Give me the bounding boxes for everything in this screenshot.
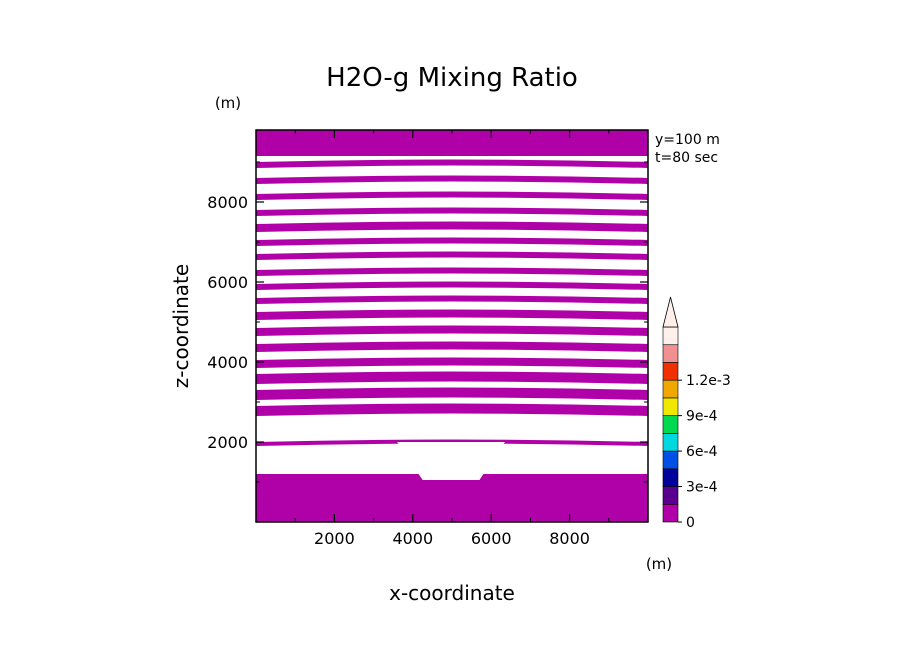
contour-band	[256, 175, 648, 184]
colorbar-extend-arrow	[662, 296, 679, 328]
colorbar: 0 3e-4 6e-4 9e-4 1.2e-3	[662, 296, 731, 531]
contour-band	[256, 251, 648, 260]
annotation-time: t=80 sec	[655, 150, 718, 166]
colorbar-tick-label: 3e-4	[686, 480, 718, 496]
contour-band	[256, 221, 648, 232]
y-axis-ticks: 2000 4000 6000 8000	[207, 161, 648, 483]
x-tick-label: 4000	[392, 529, 433, 548]
colorbar-swatch	[662, 486, 679, 505]
colorbar-tick-label: 0	[686, 515, 695, 531]
colorbar-swatch	[662, 415, 679, 434]
contour-band	[256, 191, 648, 200]
colorbar-swatch	[662, 379, 679, 399]
x-axis-label: x-coordinate	[389, 581, 515, 605]
annotation-y-position: y=100 m	[655, 132, 720, 148]
colorbar-swatch	[662, 468, 679, 487]
colorbar-tick-label: 9e-4	[686, 409, 718, 425]
colorbar-swatch	[662, 450, 679, 470]
contour-band	[256, 207, 648, 216]
x-tick-label: 8000	[549, 529, 590, 548]
contour-band	[256, 341, 648, 352]
y-unit-label: (m)	[215, 94, 241, 112]
colorbar-swatch	[662, 344, 679, 363]
contour-band	[256, 309, 648, 320]
colorbar-tick-label: 6e-4	[686, 444, 718, 460]
x-tick-label: 6000	[471, 529, 512, 548]
x-unit-label: (m)	[646, 555, 672, 573]
contour-band	[256, 295, 648, 304]
contour-bands	[256, 130, 648, 522]
contour-field	[256, 130, 648, 522]
contour-band	[256, 130, 648, 156]
y-tick-label: 2000	[207, 433, 248, 452]
contour-band	[256, 439, 648, 446]
contour-band	[256, 371, 648, 384]
colorbar-swatch	[662, 397, 679, 416]
chart-title: H2O-g Mixing Ratio	[326, 63, 578, 93]
y-tick-label: 8000	[207, 193, 248, 212]
colorbar-swatch	[662, 503, 679, 523]
contour-band	[256, 387, 648, 400]
contour-band	[256, 159, 648, 168]
colorbar-swatch	[662, 433, 679, 452]
y-tick-label: 4000	[207, 353, 248, 372]
y-axis-label: z-coordinate	[169, 264, 193, 388]
colorbar-swatch	[662, 362, 679, 381]
contour-band	[256, 474, 648, 522]
contour-band	[256, 403, 648, 416]
contour-band	[256, 357, 648, 368]
x-axis-ticks: 2000 4000 6000 8000	[294, 130, 610, 548]
colorbar-swatch	[662, 326, 679, 346]
colorbar-tick-label: 1.2e-3	[686, 373, 731, 389]
x-tick-label: 2000	[314, 529, 355, 548]
contour-band	[256, 325, 648, 336]
plot-area	[255, 129, 649, 523]
contour-band	[256, 237, 648, 246]
contour-band	[256, 281, 648, 290]
contour-band	[256, 267, 648, 276]
y-tick-label: 6000	[207, 273, 248, 292]
